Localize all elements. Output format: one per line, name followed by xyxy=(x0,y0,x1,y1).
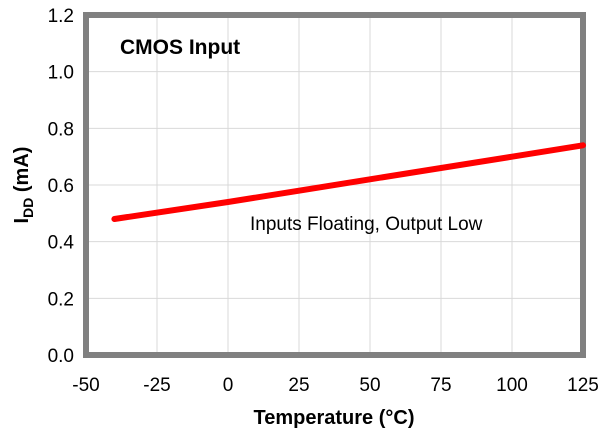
y-tick-label: 1.0 xyxy=(48,63,74,84)
x-tick-label: 100 xyxy=(496,375,528,396)
x-tick-label: 125 xyxy=(567,375,599,396)
x-tick-labels: -50 -25 0 25 50 75 100 125 xyxy=(72,375,599,396)
x-tick-label: 75 xyxy=(430,375,451,396)
y-tick-label: 0.6 xyxy=(48,176,74,197)
series-group xyxy=(111,142,586,222)
x-tick-label: 0 xyxy=(223,375,234,396)
x-tick-label: -50 xyxy=(72,375,99,396)
y-tick-label: 1.2 xyxy=(48,6,74,27)
annotation-text: Inputs Floating, Output Low xyxy=(250,214,483,235)
series-line xyxy=(111,142,586,222)
y-tick-label: 0.0 xyxy=(48,346,74,367)
x-tick-label: -25 xyxy=(143,375,170,396)
y-axis-label-sub: DD xyxy=(20,198,36,218)
plot-frame xyxy=(83,12,586,358)
x-tick-label: 25 xyxy=(288,375,309,396)
y-tick-label: 0.8 xyxy=(48,119,74,140)
y-axis-label-unit: (mA) xyxy=(11,147,33,198)
y-axis-label-main: I xyxy=(11,218,33,224)
x-tick-label: 50 xyxy=(359,375,380,396)
y-tick-label: 0.2 xyxy=(48,289,74,310)
x-axis-label: Temperature (°C) xyxy=(254,407,415,429)
grid-lines xyxy=(86,15,583,355)
y-tick-labels: 0.0 0.2 0.4 0.6 0.8 1.0 1.2 xyxy=(48,6,75,367)
chart-title: CMOS Input xyxy=(120,36,240,59)
y-axis-label: IDD (mA) xyxy=(11,147,36,224)
y-tick-label: 0.4 xyxy=(48,233,75,254)
